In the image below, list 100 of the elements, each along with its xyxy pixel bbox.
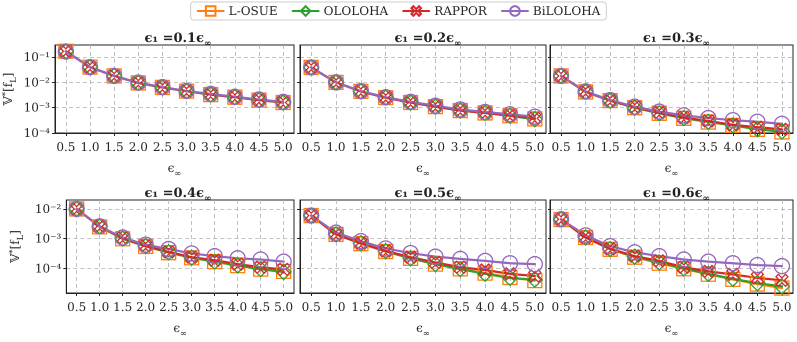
x-tick-label: 4.0 (228, 300, 248, 314)
x-tick-label: 4.0 (723, 140, 742, 154)
x-tick-label: 5.0 (525, 140, 544, 154)
x-tick-label: 0.5 (302, 300, 321, 314)
point (184, 245, 200, 262)
x-tick-label: 0.5 (552, 140, 571, 154)
x-tick-label: 3.5 (201, 140, 220, 154)
point (206, 248, 223, 264)
x-tick-label: 3.0 (426, 140, 445, 154)
x-tick-label: 1.0 (576, 140, 596, 154)
point (626, 244, 643, 260)
point (402, 244, 419, 262)
point (230, 250, 246, 266)
x-tick-label: 2.0 (128, 140, 148, 154)
point (160, 240, 177, 258)
x-axis-title: ϵ∞ (416, 161, 430, 178)
x-tick-label: 4.5 (251, 300, 270, 314)
legend-label: BiLOLOHA (532, 4, 601, 18)
point (749, 114, 766, 130)
point (378, 240, 394, 257)
x-tick-label: 2.5 (401, 300, 420, 314)
x-tick-label: 2.5 (159, 300, 178, 314)
legend-label: RAPPOR (434, 4, 488, 18)
point (750, 271, 764, 285)
point (726, 268, 740, 282)
x-tick-label: 4.0 (476, 140, 495, 154)
point (724, 112, 742, 128)
x-tick-label: 4.5 (249, 140, 269, 154)
legend-label: OLOLOHA (324, 4, 389, 18)
point (502, 255, 518, 272)
point (526, 256, 543, 272)
x-tick-label: 5.0 (274, 300, 294, 314)
point (749, 256, 766, 274)
legend-label: L-OSUE (228, 4, 278, 18)
point (503, 267, 517, 280)
point (452, 250, 468, 268)
y-tick-label: 10⁻³ (24, 100, 50, 115)
x-tick-label: 0.5 (552, 300, 571, 314)
x-tick-label: 3.0 (674, 140, 694, 154)
x-tick-label: 4.5 (748, 300, 767, 314)
y-tick-label: 10⁻⁴ (34, 261, 62, 276)
x-tick-label: 3.5 (698, 140, 718, 154)
x-tick-label: 2.5 (650, 300, 669, 314)
x-tick-label: 4.5 (748, 140, 767, 154)
x-tick-label: 0.5 (56, 140, 76, 154)
x-tick-label: 5.0 (772, 140, 792, 154)
x-tick-label: 2.0 (376, 300, 396, 314)
x-tick-label: 3.0 (674, 300, 694, 314)
point (676, 107, 692, 124)
x-axis-title: ϵ∞ (664, 161, 678, 178)
point (676, 251, 692, 268)
point (252, 251, 269, 268)
y-tick-label: 10⁻¹ (24, 50, 50, 64)
x-tick-label: 5.0 (772, 300, 792, 314)
point (476, 252, 494, 270)
point (277, 262, 290, 276)
x-tick-label: 1.5 (600, 300, 620, 314)
point (774, 258, 790, 274)
y-axis-title: 𝕍*[fL] (0, 72, 18, 106)
x-tick-label: 4.0 (476, 300, 495, 314)
x-tick-label: 1.0 (326, 140, 346, 154)
x-tick-label: 1.0 (90, 300, 110, 314)
point (775, 274, 789, 287)
x-tick-label: 1.5 (351, 140, 370, 154)
x-tick-label: 2.0 (625, 140, 644, 154)
x-tick-label: 1.5 (113, 300, 132, 314)
y-axis-title: 𝕍*[fL] (7, 230, 25, 264)
y-tick-label: 10⁻² (24, 75, 50, 90)
x-tick-label: 2.5 (401, 140, 420, 154)
point (528, 269, 542, 283)
x-tick-label: 5.0 (274, 140, 293, 154)
x-tick-label: 3.0 (182, 300, 202, 314)
x-tick-label: 3.0 (426, 300, 445, 314)
x-axis-title: ϵ∞ (416, 321, 430, 338)
point (651, 248, 668, 264)
y-tick-label: 10⁻³ (34, 232, 62, 246)
x-tick-label: 1.5 (104, 140, 124, 154)
point (774, 116, 790, 132)
x-tick-label: 4.5 (500, 300, 520, 314)
x-tick-label: 2.0 (136, 300, 156, 314)
x-tick-label: 4.0 (723, 300, 742, 314)
x-tick-label: 5.0 (525, 300, 544, 314)
x-axis-title: ϵ∞ (168, 161, 182, 178)
point (427, 248, 444, 265)
x-tick-label: 1.5 (351, 300, 370, 314)
x-tick-label: 2.5 (650, 140, 669, 154)
x-tick-label: 3.5 (450, 140, 470, 154)
point (276, 253, 292, 270)
y-tick-label: 10⁻⁴ (24, 126, 50, 140)
point (775, 122, 789, 136)
point (724, 255, 742, 272)
y-tick-label: 10⁻² (34, 202, 62, 216)
x-tick-label: 1.0 (326, 300, 346, 314)
x-tick-label: 3.5 (450, 300, 470, 314)
x-tick-label: 3.5 (205, 300, 224, 314)
x-tick-label: 1.0 (576, 300, 596, 314)
x-tick-label: 2.0 (625, 300, 644, 314)
x-tick-label: 0.5 (67, 300, 86, 314)
x-tick-label: 2.0 (376, 140, 396, 154)
x-tick-label: 3.5 (698, 300, 718, 314)
